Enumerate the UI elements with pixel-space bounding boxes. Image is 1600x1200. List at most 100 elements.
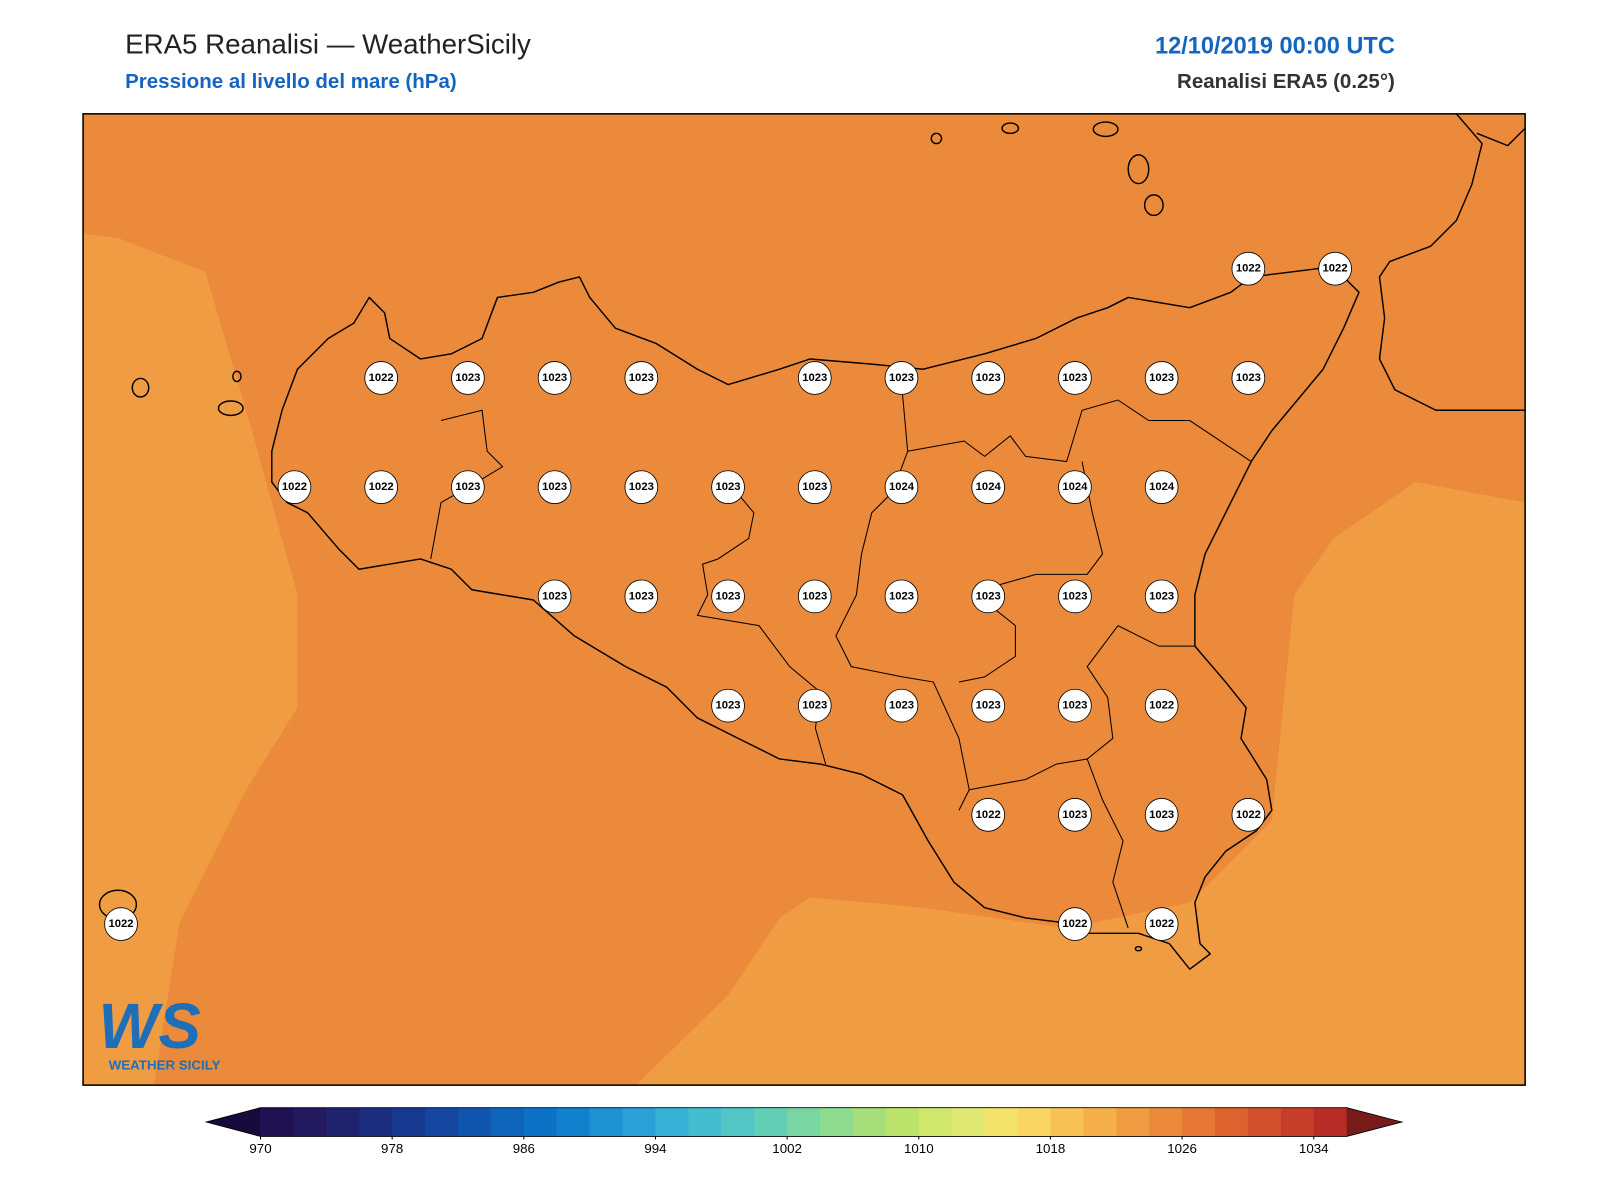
colorbar-bin: [1247, 1107, 1282, 1137]
station-value: 1023: [889, 590, 914, 602]
colorbar-bin: [425, 1107, 459, 1137]
station-value: 1023: [1062, 372, 1087, 384]
station-marker: [1231, 251, 1266, 286]
station-value: 1023: [976, 372, 1001, 384]
colorbar-bin: [885, 1107, 920, 1137]
station-marker: [884, 361, 919, 395]
station-marker: [104, 907, 138, 941]
station-value: 1023: [629, 481, 654, 493]
colorbar-bin: [589, 1107, 624, 1137]
station-marker: [797, 688, 832, 723]
colorbar-bin: [1280, 1107, 1315, 1137]
station-value: 1022: [976, 809, 1001, 821]
title: ERA5 Reanalisi — WeatherSicily: [125, 28, 531, 59]
station-value: 1023: [802, 481, 827, 493]
station-marker: [1144, 798, 1179, 832]
station-marker: [1144, 907, 1179, 941]
colorbar-tick-label: 1018: [1036, 1141, 1066, 1156]
station-marker: [1058, 688, 1092, 723]
station-marker: [1144, 470, 1179, 504]
station-marker: [537, 361, 572, 395]
colorbar-bin: [392, 1107, 426, 1137]
station-marker: [1144, 688, 1179, 723]
station-value: 1023: [1149, 372, 1174, 384]
station-value: 1023: [1062, 590, 1087, 602]
station-marker: [1144, 579, 1179, 614]
station-marker: [624, 579, 659, 614]
pressure-field-light: [635, 482, 1526, 1086]
source: Reanalisi ERA5 (0.25°): [1177, 70, 1395, 93]
colorbar-under: [206, 1107, 261, 1137]
station-value: 1024: [1149, 481, 1175, 493]
station-marker: [1318, 251, 1352, 286]
station-marker: [624, 361, 659, 395]
station-marker: [537, 470, 572, 504]
colorbar-bin: [852, 1107, 887, 1137]
station-value: 1023: [889, 700, 914, 712]
colorbar-bin: [787, 1107, 821, 1137]
station-value: 1022: [369, 372, 394, 384]
station-marker: [1058, 907, 1092, 941]
station-value: 1022: [1236, 809, 1261, 821]
station-marker: [971, 470, 1006, 504]
station-value: 1022: [369, 481, 394, 493]
colorbar-tick-label: 1010: [904, 1141, 934, 1156]
colorbar-bin: [688, 1107, 722, 1137]
colorbar-bin: [1083, 1107, 1117, 1137]
station-marker: [884, 470, 919, 504]
colorbar-bin: [326, 1107, 360, 1137]
colorbar-tick-label: 970: [249, 1141, 271, 1156]
logo-text: WEATHER SICILY: [109, 1058, 221, 1073]
colorbar-tick-label: 978: [381, 1141, 403, 1156]
station-marker: [797, 361, 832, 395]
station-value: 1023: [455, 372, 480, 384]
colorbar-tick-label: 1002: [772, 1141, 802, 1156]
station-value: 1023: [542, 481, 567, 493]
station-marker: [711, 579, 745, 614]
station-marker: [1058, 361, 1092, 395]
station-value: 1022: [282, 481, 307, 493]
station-value: 1023: [889, 372, 914, 384]
station-marker: [971, 361, 1006, 395]
colorbar-bin: [293, 1107, 327, 1137]
station-marker: [884, 579, 919, 614]
station-value: 1023: [1062, 700, 1087, 712]
station-value: 1023: [629, 590, 654, 602]
station-marker: [1144, 361, 1179, 395]
station-value: 1024: [976, 481, 1002, 493]
station-marker: [711, 470, 745, 504]
colorbar-bin: [820, 1107, 854, 1137]
colorbar-bin: [457, 1107, 492, 1137]
station-marker: [797, 470, 832, 504]
station-value: 1023: [802, 700, 827, 712]
station-value: 1023: [542, 590, 567, 602]
station-value: 1024: [889, 481, 915, 493]
station-value: 1023: [802, 372, 827, 384]
colorbar-bin: [359, 1107, 393, 1137]
station-value: 1023: [455, 481, 480, 493]
station-value: 1022: [108, 918, 133, 930]
station-value: 1022: [1062, 918, 1087, 930]
station-marker: [364, 470, 398, 504]
station-marker: [624, 470, 659, 504]
station-marker: [1058, 798, 1092, 832]
station-value: 1022: [1149, 700, 1174, 712]
colorbar-bin: [951, 1107, 986, 1137]
colorbar-tick-label: 1026: [1167, 1141, 1197, 1156]
station-labels: 1022 1022 1022 1023 1023 1023 1023 1023 1023 1023…: [104, 251, 1352, 941]
colorbar-tick-label: 1034: [1299, 1141, 1329, 1156]
colorbar-bin: [1050, 1107, 1084, 1137]
colorbar-bin: [918, 1107, 953, 1137]
colorbar-bin: [260, 1107, 294, 1137]
station-value: 1022: [1236, 263, 1261, 275]
coastline: [271, 265, 1360, 970]
station-marker: [971, 579, 1006, 614]
map-frame: [82, 113, 1526, 1086]
coastline: [1476, 127, 1526, 147]
colorbar-bin: [1313, 1107, 1348, 1137]
station-value: 1023: [1236, 372, 1261, 384]
colorbar-bin: [622, 1107, 656, 1137]
colorbar-bin: [523, 1107, 558, 1137]
map: 1022 1022 1022 1023 1023 1023 1023 1023 1023 1023…: [83, 113, 1526, 1086]
